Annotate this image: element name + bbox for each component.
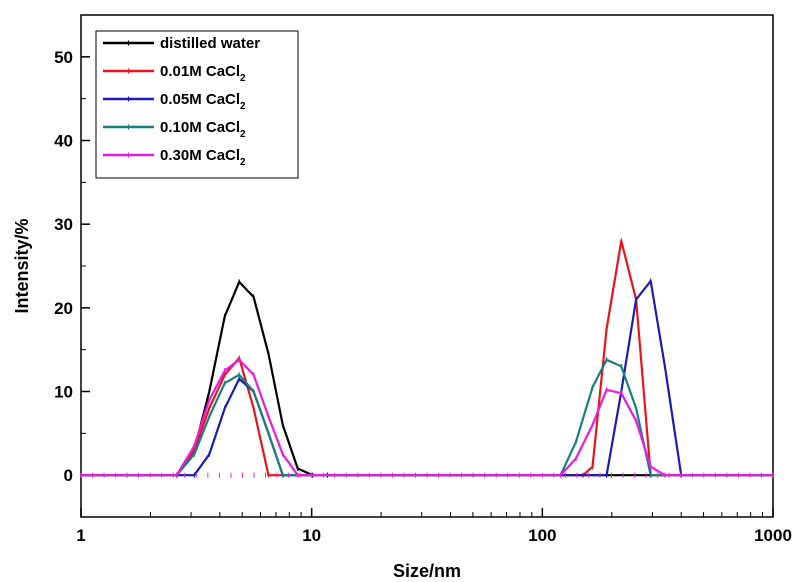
legend-label-main: distilled water [160, 35, 260, 52]
series-line-0 [81, 280, 773, 477]
legend-label-subscript: 2 [240, 101, 246, 112]
y-tick-label: 20 [54, 299, 73, 318]
legend-label-4: 0.30M CaCl2 [160, 147, 246, 168]
series-layer [80, 238, 774, 478]
legend-label-main: 0.10M CaCl [160, 119, 240, 136]
legend-label-2: 0.05M CaCl2 [160, 91, 246, 112]
y-tick-label: 50 [54, 48, 73, 67]
series-line-2 [81, 280, 773, 477]
y-axis-title: Intensity/% [12, 218, 32, 313]
x-axis-title: Size/nm [393, 561, 461, 581]
series-line-4 [81, 358, 773, 477]
x-tick-label: 10 [302, 526, 321, 545]
x-tick-label: 1000 [754, 526, 792, 545]
legend-label-main: 0.30M CaCl [160, 147, 240, 164]
y-tick-label: 30 [54, 215, 73, 234]
legend-label-subscript: 2 [240, 157, 246, 168]
legend-label-main: 0.05M CaCl [160, 91, 240, 108]
y-tick-label: 10 [54, 383, 73, 402]
x-tick-label: 100 [528, 526, 556, 545]
legend-label-3: 0.10M CaCl2 [160, 119, 246, 140]
series-line-3 [81, 358, 773, 477]
legend-label-main: 0.01M CaCl [160, 63, 240, 80]
legend-label-subscript: 2 [240, 129, 246, 140]
legend-label-0: distilled water [160, 35, 260, 52]
x-tick-label: 1 [76, 526, 85, 545]
legend-box [95, 30, 299, 179]
y-tick-label: 0 [64, 466, 73, 485]
y-tick-label: 40 [54, 132, 73, 151]
axis-ticks: 1 10 100 1000 0 10 20 30 40 50 [54, 14, 792, 545]
legend-label-subscript: 2 [240, 73, 246, 84]
legend-label-1: 0.01M CaCl2 [160, 63, 246, 84]
series-line-1 [81, 239, 773, 477]
